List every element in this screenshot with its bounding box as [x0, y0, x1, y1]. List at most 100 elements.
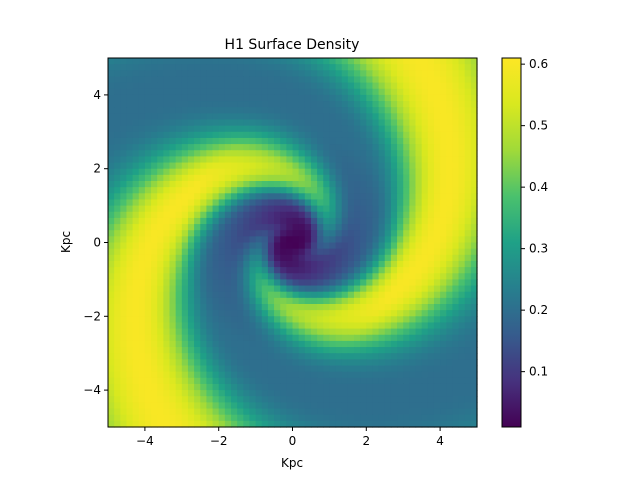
- heatmap-cell: [452, 174, 460, 182]
- heatmap-cell: [231, 224, 238, 231]
- heatmap-cell: [354, 420, 361, 428]
- heatmap-cell: [175, 254, 183, 262]
- heatmap-cell: [267, 285, 275, 293]
- heatmap-cell: [267, 193, 275, 201]
- heatmap-cell: [378, 168, 386, 176]
- heatmap-cell: [237, 297, 244, 305]
- heatmap-cell: [286, 156, 294, 164]
- heatmap-cell: [212, 310, 220, 317]
- heatmap-cell: [187, 396, 195, 403]
- heatmap-cell: [329, 193, 337, 201]
- heatmap-cell: [286, 58, 294, 65]
- heatmap-cell: [138, 396, 146, 403]
- heatmap-cell: [304, 273, 312, 280]
- heatmap-cell: [403, 242, 410, 250]
- heatmap-cell: [347, 420, 355, 428]
- heatmap-cell: [132, 64, 140, 71]
- heatmap-cell: [433, 377, 441, 385]
- heatmap-cell: [433, 137, 441, 145]
- heatmap-cell: [464, 254, 472, 262]
- heatmap-cell: [384, 248, 392, 256]
- heatmap-cell: [464, 150, 472, 157]
- heatmap-cell: [169, 150, 177, 157]
- heatmap-cell: [421, 94, 429, 102]
- heatmap-cell: [409, 285, 417, 293]
- heatmap-cell: [169, 137, 177, 145]
- heatmap-cell: [218, 408, 226, 416]
- heatmap-cell: [292, 168, 300, 176]
- heatmap-cell: [132, 420, 140, 428]
- heatmap-cell: [440, 94, 447, 102]
- heatmap-cell: [390, 365, 398, 373]
- heatmap-cell: [409, 174, 417, 182]
- heatmap-cell: [194, 174, 201, 182]
- heatmap-cell: [452, 297, 460, 305]
- heatmap-cell: [231, 316, 238, 324]
- heatmap-cell: [360, 236, 367, 244]
- heatmap-cell: [286, 402, 294, 410]
- heatmap-cell: [206, 328, 214, 336]
- heatmap-cell: [280, 353, 287, 360]
- heatmap-cell: [120, 125, 128, 133]
- heatmap-cell: [433, 199, 441, 207]
- heatmap-cell: [310, 193, 318, 201]
- heatmap-cell: [347, 193, 355, 201]
- heatmap-cell: [323, 199, 330, 207]
- heatmap-cell: [440, 168, 447, 176]
- heatmap-cell: [175, 285, 183, 293]
- heatmap-cell: [452, 365, 460, 373]
- heatmap-cell: [157, 347, 164, 354]
- heatmap-cell: [372, 82, 380, 90]
- heatmap-cell: [409, 353, 417, 360]
- heatmap-cell: [212, 267, 220, 274]
- heatmap-cell: [384, 168, 392, 176]
- heatmap-cell: [267, 101, 275, 108]
- heatmap-cell: [114, 414, 121, 422]
- heatmap-cell: [440, 371, 447, 379]
- heatmap-cell: [335, 137, 343, 145]
- heatmap-cell: [169, 119, 177, 127]
- heatmap-cell: [261, 359, 269, 367]
- heatmap-cell: [384, 279, 392, 287]
- heatmap-cell: [409, 420, 417, 428]
- heatmap-cell: [329, 359, 337, 367]
- heatmap-cell: [255, 76, 263, 84]
- heatmap-cell: [378, 230, 386, 237]
- heatmap-cell: [452, 168, 460, 176]
- heatmap-cell: [464, 242, 472, 250]
- heatmap-cell: [243, 414, 251, 422]
- heatmap-cell: [200, 273, 207, 280]
- heatmap-cell: [151, 285, 158, 293]
- heatmap-cell: [360, 58, 367, 65]
- heatmap-cell: [212, 101, 220, 108]
- heatmap-cell: [163, 94, 171, 102]
- heatmap-cell: [267, 310, 275, 317]
- heatmap-cell: [384, 383, 392, 391]
- heatmap-cell: [169, 144, 177, 151]
- heatmap-cell: [464, 291, 472, 299]
- heatmap-cell: [181, 260, 189, 268]
- heatmap-cell: [243, 365, 251, 373]
- heatmap-cell: [427, 168, 435, 176]
- heatmap-cell: [187, 365, 195, 373]
- heatmap-cell: [298, 144, 306, 151]
- heatmap-cell: [144, 260, 152, 268]
- heatmap-cell: [169, 230, 177, 237]
- heatmap-cell: [280, 70, 287, 78]
- heatmap-cell: [126, 304, 134, 311]
- heatmap-cell: [347, 131, 355, 139]
- heatmap-cell: [360, 248, 367, 256]
- heatmap-cell: [120, 199, 128, 207]
- heatmap-cell: [446, 119, 453, 127]
- heatmap-cell: [298, 94, 306, 102]
- heatmap-cell: [151, 205, 158, 213]
- heatmap-cell: [194, 353, 201, 360]
- heatmap-cell: [452, 359, 460, 367]
- heatmap-cell: [452, 334, 460, 342]
- heatmap-cell: [280, 377, 287, 385]
- heatmap-cell: [175, 236, 183, 244]
- heatmap-cell: [335, 64, 343, 71]
- heatmap-cell: [427, 88, 435, 96]
- heatmap-cell: [206, 236, 214, 244]
